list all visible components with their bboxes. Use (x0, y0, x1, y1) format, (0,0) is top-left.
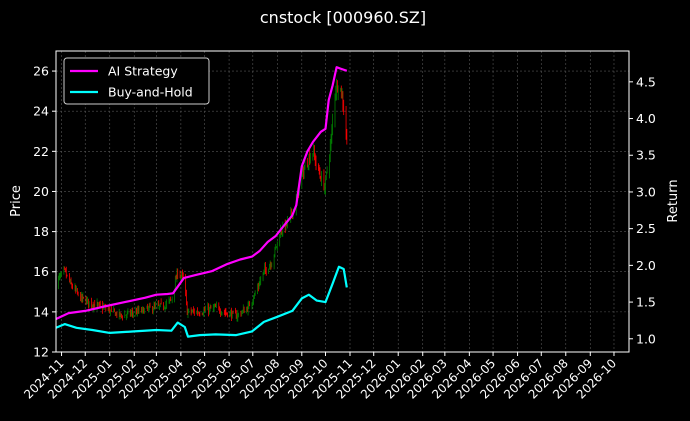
y2-tick-label: 3.0 (636, 184, 656, 199)
y2-tick-label: 4.5 (636, 74, 656, 89)
y-tick-label: 22 (33, 144, 49, 159)
y-tick-label: 18 (33, 224, 49, 239)
y2-tick-label: 1.5 (636, 295, 656, 310)
y2-tick-label: 2.5 (636, 221, 656, 236)
y2-tick-label: 3.5 (636, 148, 656, 163)
legend-label: Buy-and-Hold (108, 85, 193, 100)
y-axis-label: Price (9, 185, 24, 217)
y-tick-label: 20 (33, 184, 49, 199)
series-line-ai-strategy (55, 66, 348, 320)
y2-tick-label: 1.0 (636, 331, 656, 346)
price-candles (55, 78, 348, 322)
y-tick-label: 24 (33, 104, 49, 119)
y2-tick-label: 4.0 (636, 111, 656, 126)
y-tick-label: 16 (33, 264, 49, 279)
chart-title: cnstock [000960.SZ] (260, 8, 426, 27)
y2-axis-label: Return (666, 179, 681, 222)
y-tick-label: 14 (33, 304, 49, 319)
legend-label: AI Strategy (108, 64, 178, 79)
y-tick-label: 12 (33, 345, 49, 360)
return-lines (55, 66, 348, 338)
series-line-buy-and-hold (55, 265, 348, 338)
legend: AI Strategy Buy-and-Hold (63, 57, 210, 105)
plot-frame (55, 50, 630, 353)
y2-tick-label: 2.0 (636, 258, 656, 273)
legend-box (63, 57, 210, 105)
y-tick-label: 26 (33, 64, 49, 79)
